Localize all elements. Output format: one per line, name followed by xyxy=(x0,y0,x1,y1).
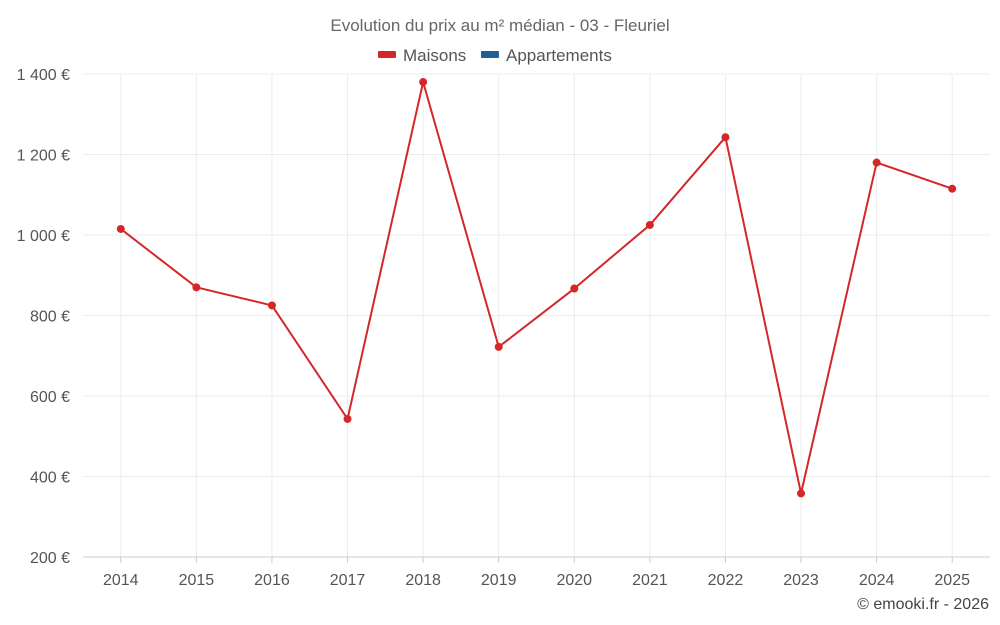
x-tick-label: 2022 xyxy=(708,572,744,589)
y-tick-label: 1 200 € xyxy=(17,148,70,165)
data-point-maisons-2023[interactable] xyxy=(797,489,806,498)
data-point-maisons-2019[interactable] xyxy=(494,342,503,351)
y-tick-label: 400 € xyxy=(30,470,70,487)
legend-item-appartements[interactable]: Appartements xyxy=(481,46,612,65)
x-axis-ticks: 2014 2015 2016 2017 2018 2019 2020 2021 2022 2023… xyxy=(103,557,970,589)
y-tick-label: 200 € xyxy=(30,550,70,567)
x-tick-label: 2016 xyxy=(254,572,290,589)
data-point-maisons-2022[interactable] xyxy=(721,133,730,142)
x-tick-label: 2017 xyxy=(330,572,366,589)
y-tick-label: 600 € xyxy=(30,389,70,406)
data-point-maisons-2024[interactable] xyxy=(872,158,881,167)
x-tick-label: 2021 xyxy=(632,572,668,589)
data-point-maisons-2017[interactable] xyxy=(343,414,352,423)
x-tick-label: 2023 xyxy=(783,572,819,589)
data-point-maisons-2015[interactable] xyxy=(192,283,201,292)
series-line-maisons xyxy=(120,81,953,495)
data-point-maisons-2018[interactable] xyxy=(419,78,428,87)
x-gridlines xyxy=(120,74,953,557)
x-tick-label: 2024 xyxy=(859,572,895,589)
x-tick-label: 2018 xyxy=(405,572,441,589)
credit-text: © emooki.fr - 2026 xyxy=(857,596,989,613)
data-point-maisons-2025[interactable] xyxy=(948,184,957,193)
y-tick-label: 800 € xyxy=(30,309,70,326)
x-tick-label: 2015 xyxy=(179,572,215,589)
data-point-maisons-2014[interactable] xyxy=(116,224,125,233)
x-tick-label: 2019 xyxy=(481,572,517,589)
legend-swatch-maisons xyxy=(378,51,396,58)
y-tick-label: 1 000 € xyxy=(17,228,70,245)
data-point-maisons-2020[interactable] xyxy=(570,284,579,293)
x-tick-label: 2025 xyxy=(934,572,970,589)
x-tick-label: 2020 xyxy=(556,572,592,589)
chart-title: Evolution du prix au m² médian - 03 - Fl… xyxy=(330,16,669,35)
legend-item-maisons[interactable]: Maisons xyxy=(378,46,466,65)
legend-label-appartements: Appartements xyxy=(506,46,612,65)
data-point-maisons-2021[interactable] xyxy=(645,220,654,229)
legend: Maisons Appartements xyxy=(378,46,612,65)
legend-label-maisons: Maisons xyxy=(403,46,466,65)
legend-swatch-appartements xyxy=(481,51,499,58)
y-tick-label: 1 400 € xyxy=(17,67,70,84)
y-axis-ticks: 200 € 400 € 600 € 800 € 1 000 € 1 200 € 1 400 … xyxy=(17,67,70,567)
data-point-maisons-2016[interactable] xyxy=(267,301,276,310)
x-tick-label: 2014 xyxy=(103,572,139,589)
series-maisons xyxy=(116,78,957,498)
y-gridlines xyxy=(83,73,990,558)
